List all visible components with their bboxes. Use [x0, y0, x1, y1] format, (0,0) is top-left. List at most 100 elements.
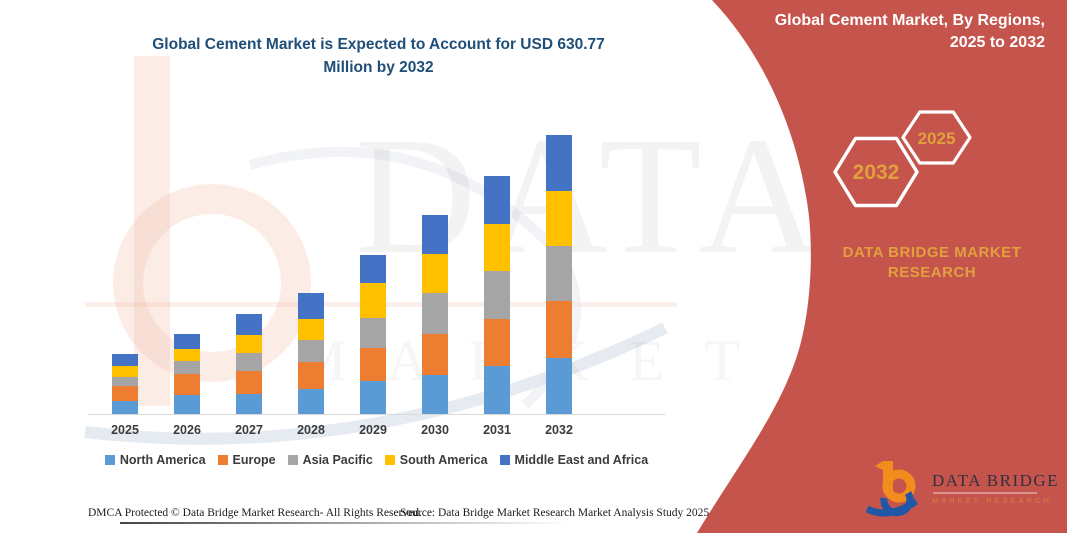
bar-segment-asia-pacific: [174, 361, 200, 374]
bar-2028: [298, 293, 324, 414]
bar-segment-asia-pacific: [546, 246, 572, 301]
chart-title: Global Cement Market is Expected to Acco…: [152, 36, 605, 76]
bar-segment-asia-pacific: [360, 317, 386, 348]
bar-segment-north-america: [112, 401, 138, 414]
logo-swoosh: [866, 498, 919, 517]
bar-2025: [112, 354, 138, 414]
bar-segment-europe: [236, 371, 262, 394]
legend-swatch: [217, 455, 228, 465]
bar-segment-europe: [546, 301, 572, 358]
watermark-b-bowl: [113, 184, 311, 382]
legend-item-middle-east-and-africa: Middle East and Africa: [499, 453, 649, 467]
chart-legend: North America Europe Asia Pacific South Ame…: [88, 453, 665, 467]
legend-label: North America: [119, 453, 206, 467]
forecast-hexagons: 2032 2025: [833, 110, 972, 208]
bar-segment-middle-east-and-africa: [112, 354, 138, 366]
hexagon-2032: [833, 136, 919, 208]
x-axis-label-2028: 2028: [297, 423, 325, 437]
x-axis-label-2027: 2027: [235, 423, 263, 437]
bar-2031: [484, 176, 510, 414]
bar-segment-europe: [484, 318, 510, 366]
bar-segment-middle-east-and-africa: [298, 293, 324, 319]
bar-segment-middle-east-and-africa: [360, 255, 386, 283]
side-panel-title: Global Cement Market, By Regions, 2025 t…: [774, 12, 1045, 51]
x-axis-label-2031: 2031: [483, 423, 511, 437]
bar-segment-europe: [112, 386, 138, 401]
legend-item-asia-pacific: Asia Pacific: [287, 453, 373, 467]
bar-segment-europe: [174, 374, 200, 395]
logo-b-notch: [875, 461, 883, 470]
bar-2029: [360, 255, 386, 414]
logo-name: DATA BRIDGE: [932, 471, 1060, 490]
legend-label: South America: [399, 453, 488, 467]
footer-dmca-text: DMCA Protected © Data Bridge Market Rese…: [88, 507, 422, 519]
legend-swatch: [384, 455, 395, 465]
bar-segment-south-america: [112, 366, 138, 377]
bar-segment-south-america: [360, 282, 386, 318]
legend-swatch: [287, 455, 298, 465]
logo-text-block: DATA BRIDGE MARKET RESEARCH: [932, 471, 1060, 506]
footer-rule: [120, 522, 570, 524]
bar-segment-south-america: [422, 254, 448, 293]
bar-segment-europe: [298, 362, 324, 389]
legend-label: Europe: [232, 453, 276, 467]
bar-segment-asia-pacific: [112, 376, 138, 386]
hexagon-2025-label: 2025: [918, 129, 956, 148]
bar-segment-north-america: [422, 375, 448, 414]
bar-segment-north-america: [360, 381, 386, 414]
watermark-swoosh: [84, 322, 668, 445]
legend-item-south-america: South America: [384, 453, 488, 467]
x-axis-label-2032: 2032: [545, 423, 573, 437]
legend-item-north-america: North America: [104, 453, 206, 467]
logo-divider: [933, 492, 1037, 494]
legend-item-europe: Europe: [217, 453, 276, 467]
bar-segment-south-america: [174, 348, 200, 361]
bar-segment-middle-east-and-africa: [422, 215, 448, 254]
bar-segment-south-america: [298, 318, 324, 340]
bar-segment-middle-east-and-africa: [236, 314, 262, 335]
bar-segment-south-america: [546, 190, 572, 246]
bar-segment-middle-east-and-africa: [174, 334, 200, 349]
legend-label: Middle East and Africa: [514, 453, 649, 467]
logo-b-bowl: [882, 469, 916, 503]
databridge-logo-icon: [866, 461, 919, 517]
legend-swatch: [499, 455, 510, 465]
bar-segment-south-america: [236, 334, 262, 353]
bar-2032: [546, 135, 572, 414]
bar-2030: [422, 215, 448, 414]
bar-segment-north-america: [546, 357, 572, 414]
watermark-b-stem: [134, 56, 170, 406]
bar-segment-south-america: [484, 223, 510, 271]
bar-segment-north-america: [298, 388, 324, 414]
bar-segment-europe: [422, 334, 448, 375]
hexagon-2032-label: 2032: [853, 161, 900, 184]
x-axis-label-2026: 2026: [173, 423, 201, 437]
bar-segment-middle-east-and-africa: [484, 176, 510, 224]
x-axis-label-2029: 2029: [359, 423, 387, 437]
legend-swatch: [104, 455, 115, 465]
bar-segment-asia-pacific: [484, 271, 510, 319]
plot-area: [88, 120, 665, 415]
brand-text: DATA BRIDGE MARKET RESEARCH: [842, 244, 1022, 281]
legend-label: Asia Pacific: [302, 453, 373, 467]
footer-source-text: Source: Data Bridge Market Research Mark…: [400, 507, 710, 519]
side-panel-red-polygon: [697, 0, 1067, 533]
bar-2027: [236, 314, 262, 414]
bar-segment-asia-pacific: [298, 339, 324, 362]
x-axis-label-2030: 2030: [421, 423, 449, 437]
bar-segment-north-america: [174, 395, 200, 414]
bar-segment-europe: [360, 347, 386, 381]
x-axis-label-2025: 2025: [111, 423, 139, 437]
bar-segment-asia-pacific: [422, 293, 448, 334]
bar-segment-north-america: [484, 366, 510, 414]
bar-segment-asia-pacific: [236, 352, 262, 371]
bar-segment-middle-east-and-africa: [546, 135, 572, 191]
databridge-logo: DATA BRIDGE MARKET RESEARCH: [866, 460, 1059, 518]
hexagon-2025: [901, 110, 972, 165]
x-axis-labels: 2025 2026 2027 2028 2029 2030 2031 2032: [88, 423, 665, 441]
bar-segment-north-america: [236, 393, 262, 414]
logo-subtitle: MARKET RESEARCH: [932, 496, 1052, 505]
bar-2026: [174, 334, 200, 414]
